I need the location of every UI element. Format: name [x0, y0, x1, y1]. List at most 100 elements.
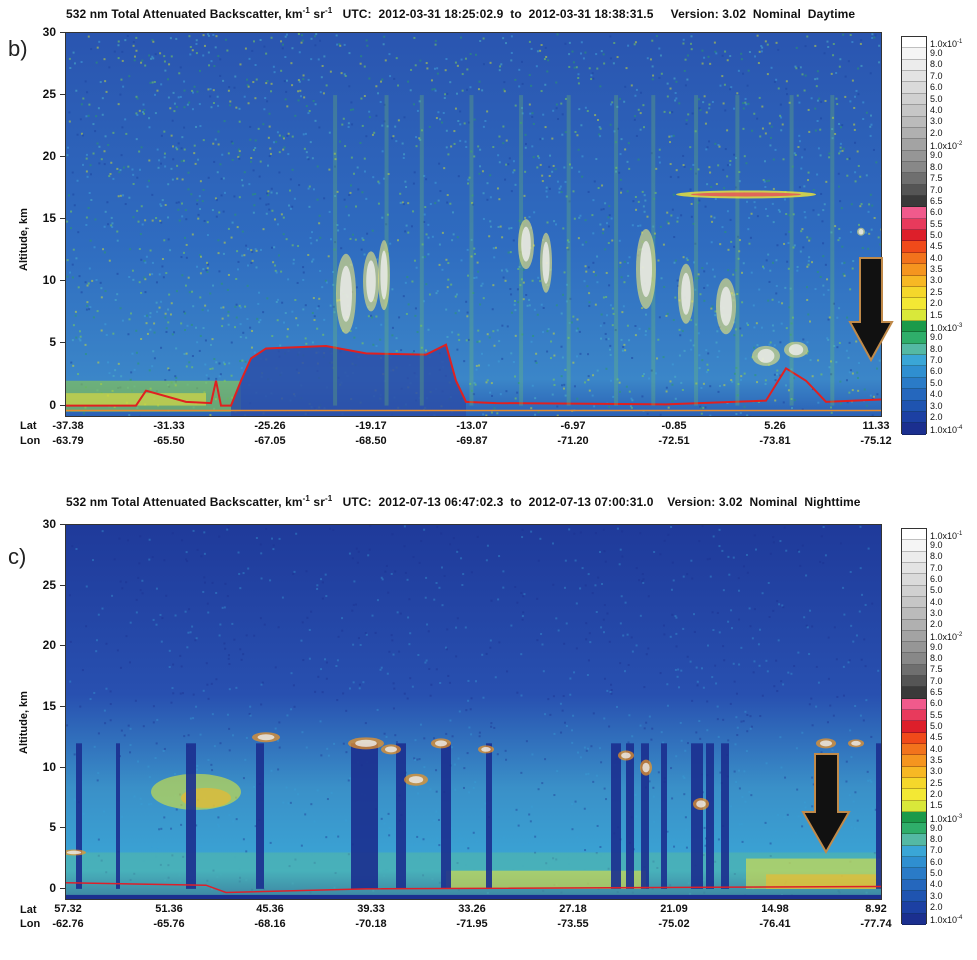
- backscatter-cell: [800, 230, 803, 233]
- backscatter-cell: [842, 586, 845, 589]
- backscatter-cell: [666, 220, 669, 223]
- backscatter-cell: [405, 224, 408, 227]
- backscatter-cell: [803, 185, 806, 188]
- backscatter-cell: [667, 533, 670, 536]
- backscatter-cell: [509, 251, 512, 254]
- backscatter-cell: [605, 222, 608, 225]
- backscatter-cell: [165, 594, 168, 597]
- backscatter-cell: [476, 340, 479, 343]
- backscatter-cell: [689, 660, 692, 663]
- backscatter-cell: [494, 246, 497, 249]
- backscatter-cell: [224, 38, 227, 41]
- backscatter-cell: [626, 160, 629, 163]
- backscatter-cell: [466, 88, 469, 91]
- backscatter-cell: [225, 416, 227, 417]
- backscatter-cell: [824, 99, 827, 102]
- backscatter-cell: [392, 682, 395, 685]
- backscatter-cell: [73, 753, 76, 756]
- backscatter-cell: [240, 367, 243, 370]
- backscatter-cell: [343, 73, 346, 76]
- colorbar-swatch: [902, 298, 926, 310]
- backscatter-cell: [203, 44, 206, 47]
- backscatter-cell: [428, 125, 431, 128]
- colorbar-swatch: [902, 766, 926, 778]
- backscatter-cell: [281, 47, 284, 50]
- backscatter-cell: [706, 743, 714, 889]
- backscatter-cell: [563, 166, 566, 169]
- backscatter-cell: [103, 225, 106, 228]
- backscatter-cell: [524, 133, 527, 136]
- backscatter-cell: [401, 201, 404, 204]
- backscatter-cell: [576, 751, 579, 754]
- backscatter-cell: [822, 293, 825, 296]
- backscatter-cell: [530, 805, 533, 808]
- backscatter-cell: [519, 121, 522, 124]
- backscatter-cell: [223, 363, 226, 366]
- backscatter-cell: [657, 338, 660, 341]
- backscatter-cell: [121, 587, 124, 590]
- backscatter-cell: [167, 78, 170, 81]
- backscatter-cell: [227, 654, 230, 657]
- backscatter-cell: [558, 187, 561, 190]
- backscatter-cell: [576, 836, 579, 839]
- backscatter-cell: [574, 130, 577, 133]
- backscatter-cell: [203, 219, 206, 222]
- backscatter-cell: [413, 259, 416, 262]
- backscatter-cell: [245, 850, 248, 853]
- colorbar-swatch: [902, 59, 926, 72]
- backscatter-cell: [800, 167, 803, 170]
- backscatter-cell: [412, 556, 415, 559]
- backscatter-cell: [616, 105, 619, 108]
- backscatter-cell: [184, 284, 187, 287]
- backscatter-cell: [801, 408, 804, 411]
- backscatter-cell: [125, 132, 128, 135]
- backscatter-cell: [479, 165, 482, 168]
- backscatter-cell: [133, 59, 136, 62]
- backscatter-cell: [398, 316, 401, 319]
- backscatter-cell: [693, 613, 696, 616]
- y-tick-label: 5: [49, 335, 56, 350]
- backscatter-cell: [396, 611, 399, 614]
- colorbar-label: 3.5: [930, 754, 943, 765]
- backscatter-cell: [449, 202, 452, 205]
- backscatter-cell: [685, 828, 688, 831]
- backscatter-cell: [310, 58, 313, 61]
- backscatter-cell: [372, 343, 375, 346]
- backscatter-cell: [137, 362, 140, 365]
- backscatter-cell: [603, 550, 606, 553]
- backscatter-cell: [670, 588, 673, 591]
- backscatter-cell: [873, 36, 876, 39]
- backscatter-cell: [736, 726, 739, 729]
- backscatter-cell: [772, 609, 775, 612]
- backscatter-cell: [570, 166, 573, 169]
- backscatter-cell: [613, 130, 616, 133]
- backscatter-cell: [748, 216, 751, 219]
- backscatter-cell: [667, 832, 670, 835]
- backscatter-cell: [315, 239, 318, 242]
- backscatter-cell: [191, 625, 194, 628]
- backscatter-cell: [192, 305, 195, 308]
- backscatter-cell: [169, 107, 172, 110]
- backscatter-cell: [466, 315, 469, 318]
- backscatter-cell: [855, 89, 858, 92]
- backscatter-cell: [779, 540, 782, 543]
- backscatter-cell: [239, 63, 242, 66]
- backscatter-cell: [469, 86, 472, 89]
- y-tick-mark: [60, 705, 65, 707]
- backscatter-cell: [129, 621, 132, 624]
- backscatter-cell: [475, 364, 478, 367]
- backscatter-cell: [865, 111, 868, 114]
- backscatter-cell: [692, 163, 695, 166]
- colorbar-label: 4.0: [930, 879, 943, 890]
- backscatter-cell: [532, 122, 535, 125]
- backscatter-cell: [697, 168, 700, 171]
- backscatter-cell: [654, 191, 657, 194]
- backscatter-image: [66, 525, 881, 899]
- backscatter-cell: [189, 53, 192, 56]
- backscatter-cell: [239, 335, 242, 338]
- backscatter-cell: [828, 156, 831, 159]
- backscatter-cell: [616, 527, 619, 530]
- backscatter-cell: [748, 50, 751, 53]
- backscatter-cell: [84, 353, 87, 356]
- backscatter-cell: [691, 112, 694, 115]
